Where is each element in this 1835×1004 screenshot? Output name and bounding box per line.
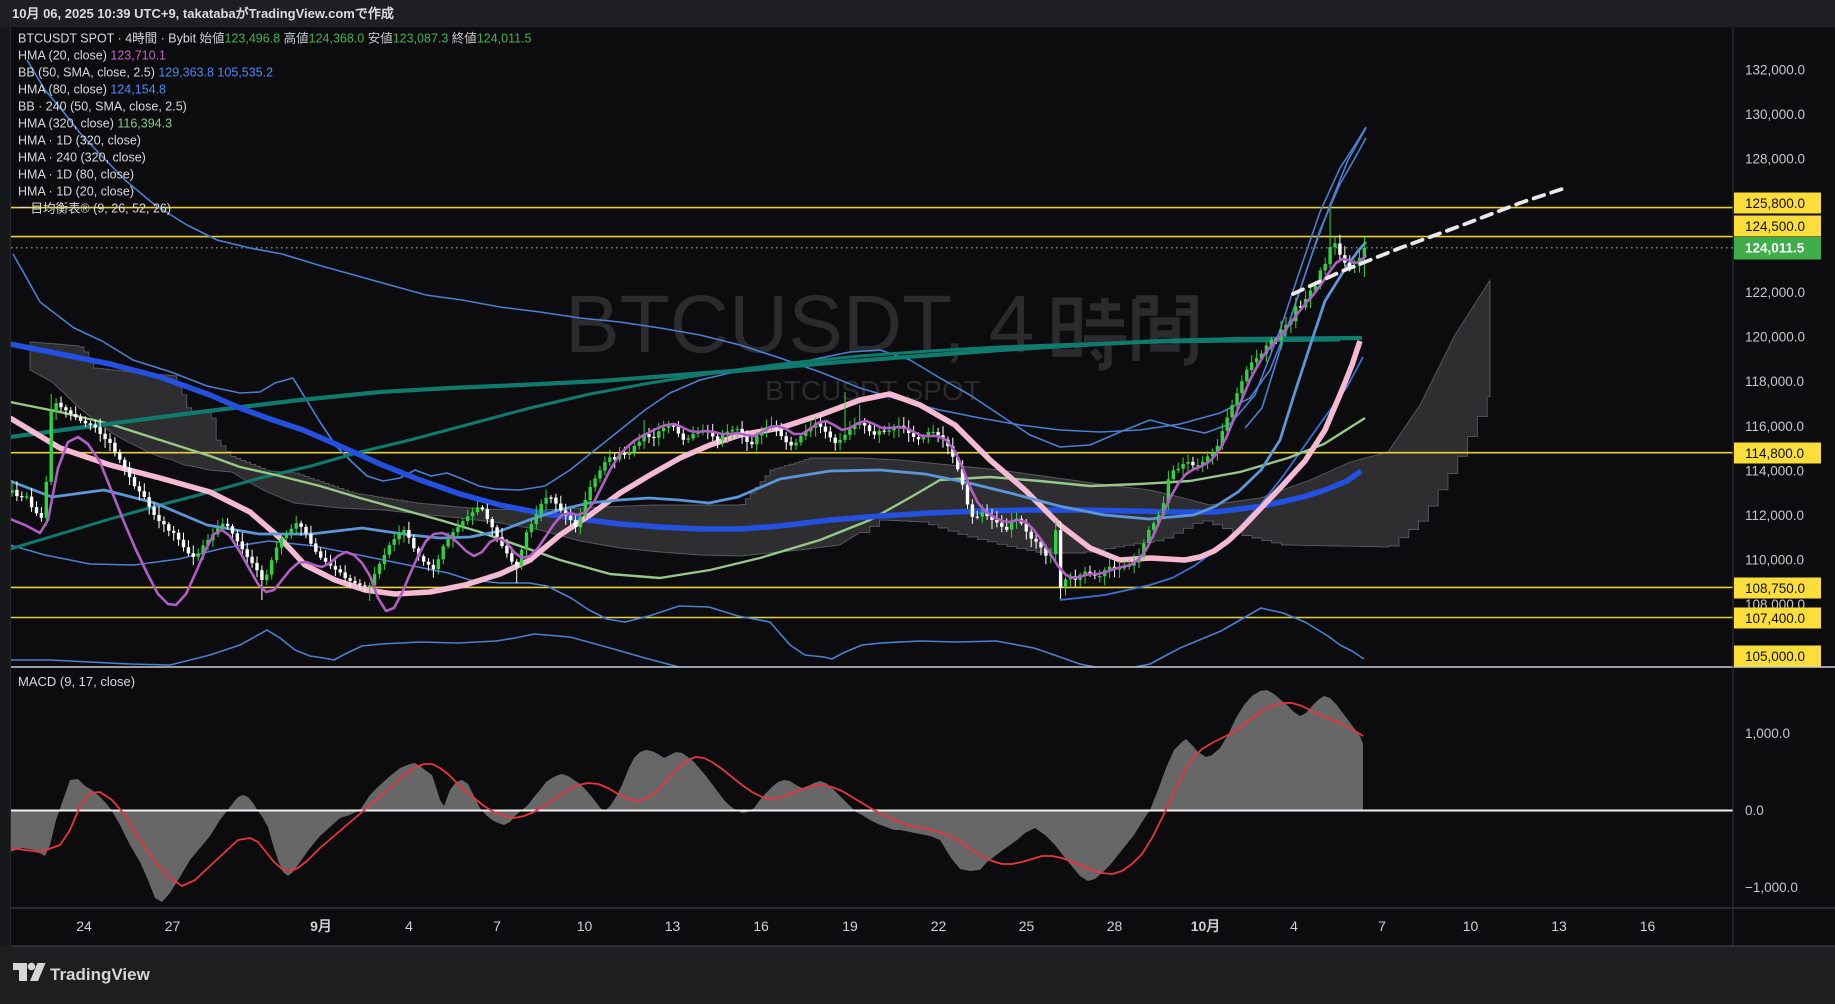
svg-text:−1,000.0: −1,000.0 [1745,880,1798,895]
svg-text:HMA (80, close) 124,154.8: HMA (80, close) 124,154.8 [18,83,166,97]
svg-text:0.0: 0.0 [1745,803,1764,818]
svg-text:107,400.0: 107,400.0 [1745,611,1805,626]
svg-text:一目均衡表® (9, 26, 52, 26): 一目均衡表® (9, 26, 52, 26) [18,202,171,216]
svg-text:24: 24 [76,918,92,934]
svg-text:9月: 9月 [310,918,332,934]
svg-text:13: 13 [665,918,681,934]
svg-text:19: 19 [842,918,858,934]
svg-text:108,750.0: 108,750.0 [1745,581,1805,596]
svg-text:MACD (9, 17, close): MACD (9, 17, close) [18,674,135,689]
svg-text:BTCUSDT SPOT: BTCUSDT SPOT [765,375,981,406]
svg-text:105,000.0: 105,000.0 [1745,649,1805,664]
svg-text:120,000.0: 120,000.0 [1745,330,1805,345]
svg-text:25: 25 [1019,918,1035,934]
svg-text:124,011.5: 124,011.5 [1745,241,1805,256]
svg-text:124,500.0: 124,500.0 [1745,219,1805,234]
svg-text:HMA · 240 (320, close): HMA · 240 (320, close) [18,151,146,165]
svg-text:22: 22 [931,918,947,934]
svg-text:110,000.0: 110,000.0 [1745,553,1804,568]
svg-text:BTCUSDT SPOT · 4時間 · Bybit 始値: BTCUSDT SPOT · 4時間 · Bybit 始値123,496.8 高… [18,31,532,46]
svg-text:BB · 240 (50, SMA, close, 2.5): BB · 240 (50, SMA, close, 2.5) [18,100,187,114]
svg-text:28: 28 [1107,918,1123,934]
svg-text:114,000.0: 114,000.0 [1745,463,1804,478]
svg-text:10: 10 [1463,918,1479,934]
svg-text:122,000.0: 122,000.0 [1745,285,1805,300]
svg-text:HMA · 1D (20, close): HMA · 1D (20, close) [18,185,134,199]
svg-text:HMA · 1D (80, close): HMA · 1D (80, close) [18,168,134,182]
svg-text:128,000.0: 128,000.0 [1745,151,1805,166]
svg-text:1,000.0: 1,000.0 [1745,726,1790,741]
svg-text:130,000.0: 130,000.0 [1745,107,1805,122]
svg-text:4: 4 [405,918,413,934]
svg-text:125,800.0: 125,800.0 [1745,196,1805,211]
svg-text:116,000.0: 116,000.0 [1745,419,1804,434]
svg-text:132,000.0: 132,000.0 [1745,62,1805,77]
svg-text:10: 10 [577,918,593,934]
svg-text:118,000.0: 118,000.0 [1745,374,1804,389]
svg-text:HMA · 1D (320, close): HMA · 1D (320, close) [18,134,141,148]
svg-text:HMA (320, close) 116,394.3: HMA (320, close) 116,394.3 [18,117,172,131]
svg-text:TradingView: TradingView [50,965,151,984]
svg-text:7: 7 [493,918,501,934]
svg-text:16: 16 [1640,918,1656,934]
svg-text:HMA (20, close) 123,710.1: HMA (20, close) 123,710.1 [18,49,166,63]
svg-text:16: 16 [753,918,769,934]
svg-text:114,800.0: 114,800.0 [1745,446,1804,461]
svg-text:BB (50, SMA, close, 2.5) 129,: BB (50, SMA, close, 2.5) 129,363.8 105,5… [18,66,273,80]
svg-text:10月: 10月 [1191,918,1221,934]
svg-text:112,000.0: 112,000.0 [1745,508,1804,523]
svg-text:4: 4 [1290,918,1298,934]
svg-text:7: 7 [1378,918,1386,934]
svg-text:27: 27 [165,918,181,934]
svg-text:13: 13 [1551,918,1567,934]
svg-text:10月 06, 2025 10:39 UTC+9, taka: 10月 06, 2025 10:39 UTC+9, takatabaがTradi… [12,6,394,21]
